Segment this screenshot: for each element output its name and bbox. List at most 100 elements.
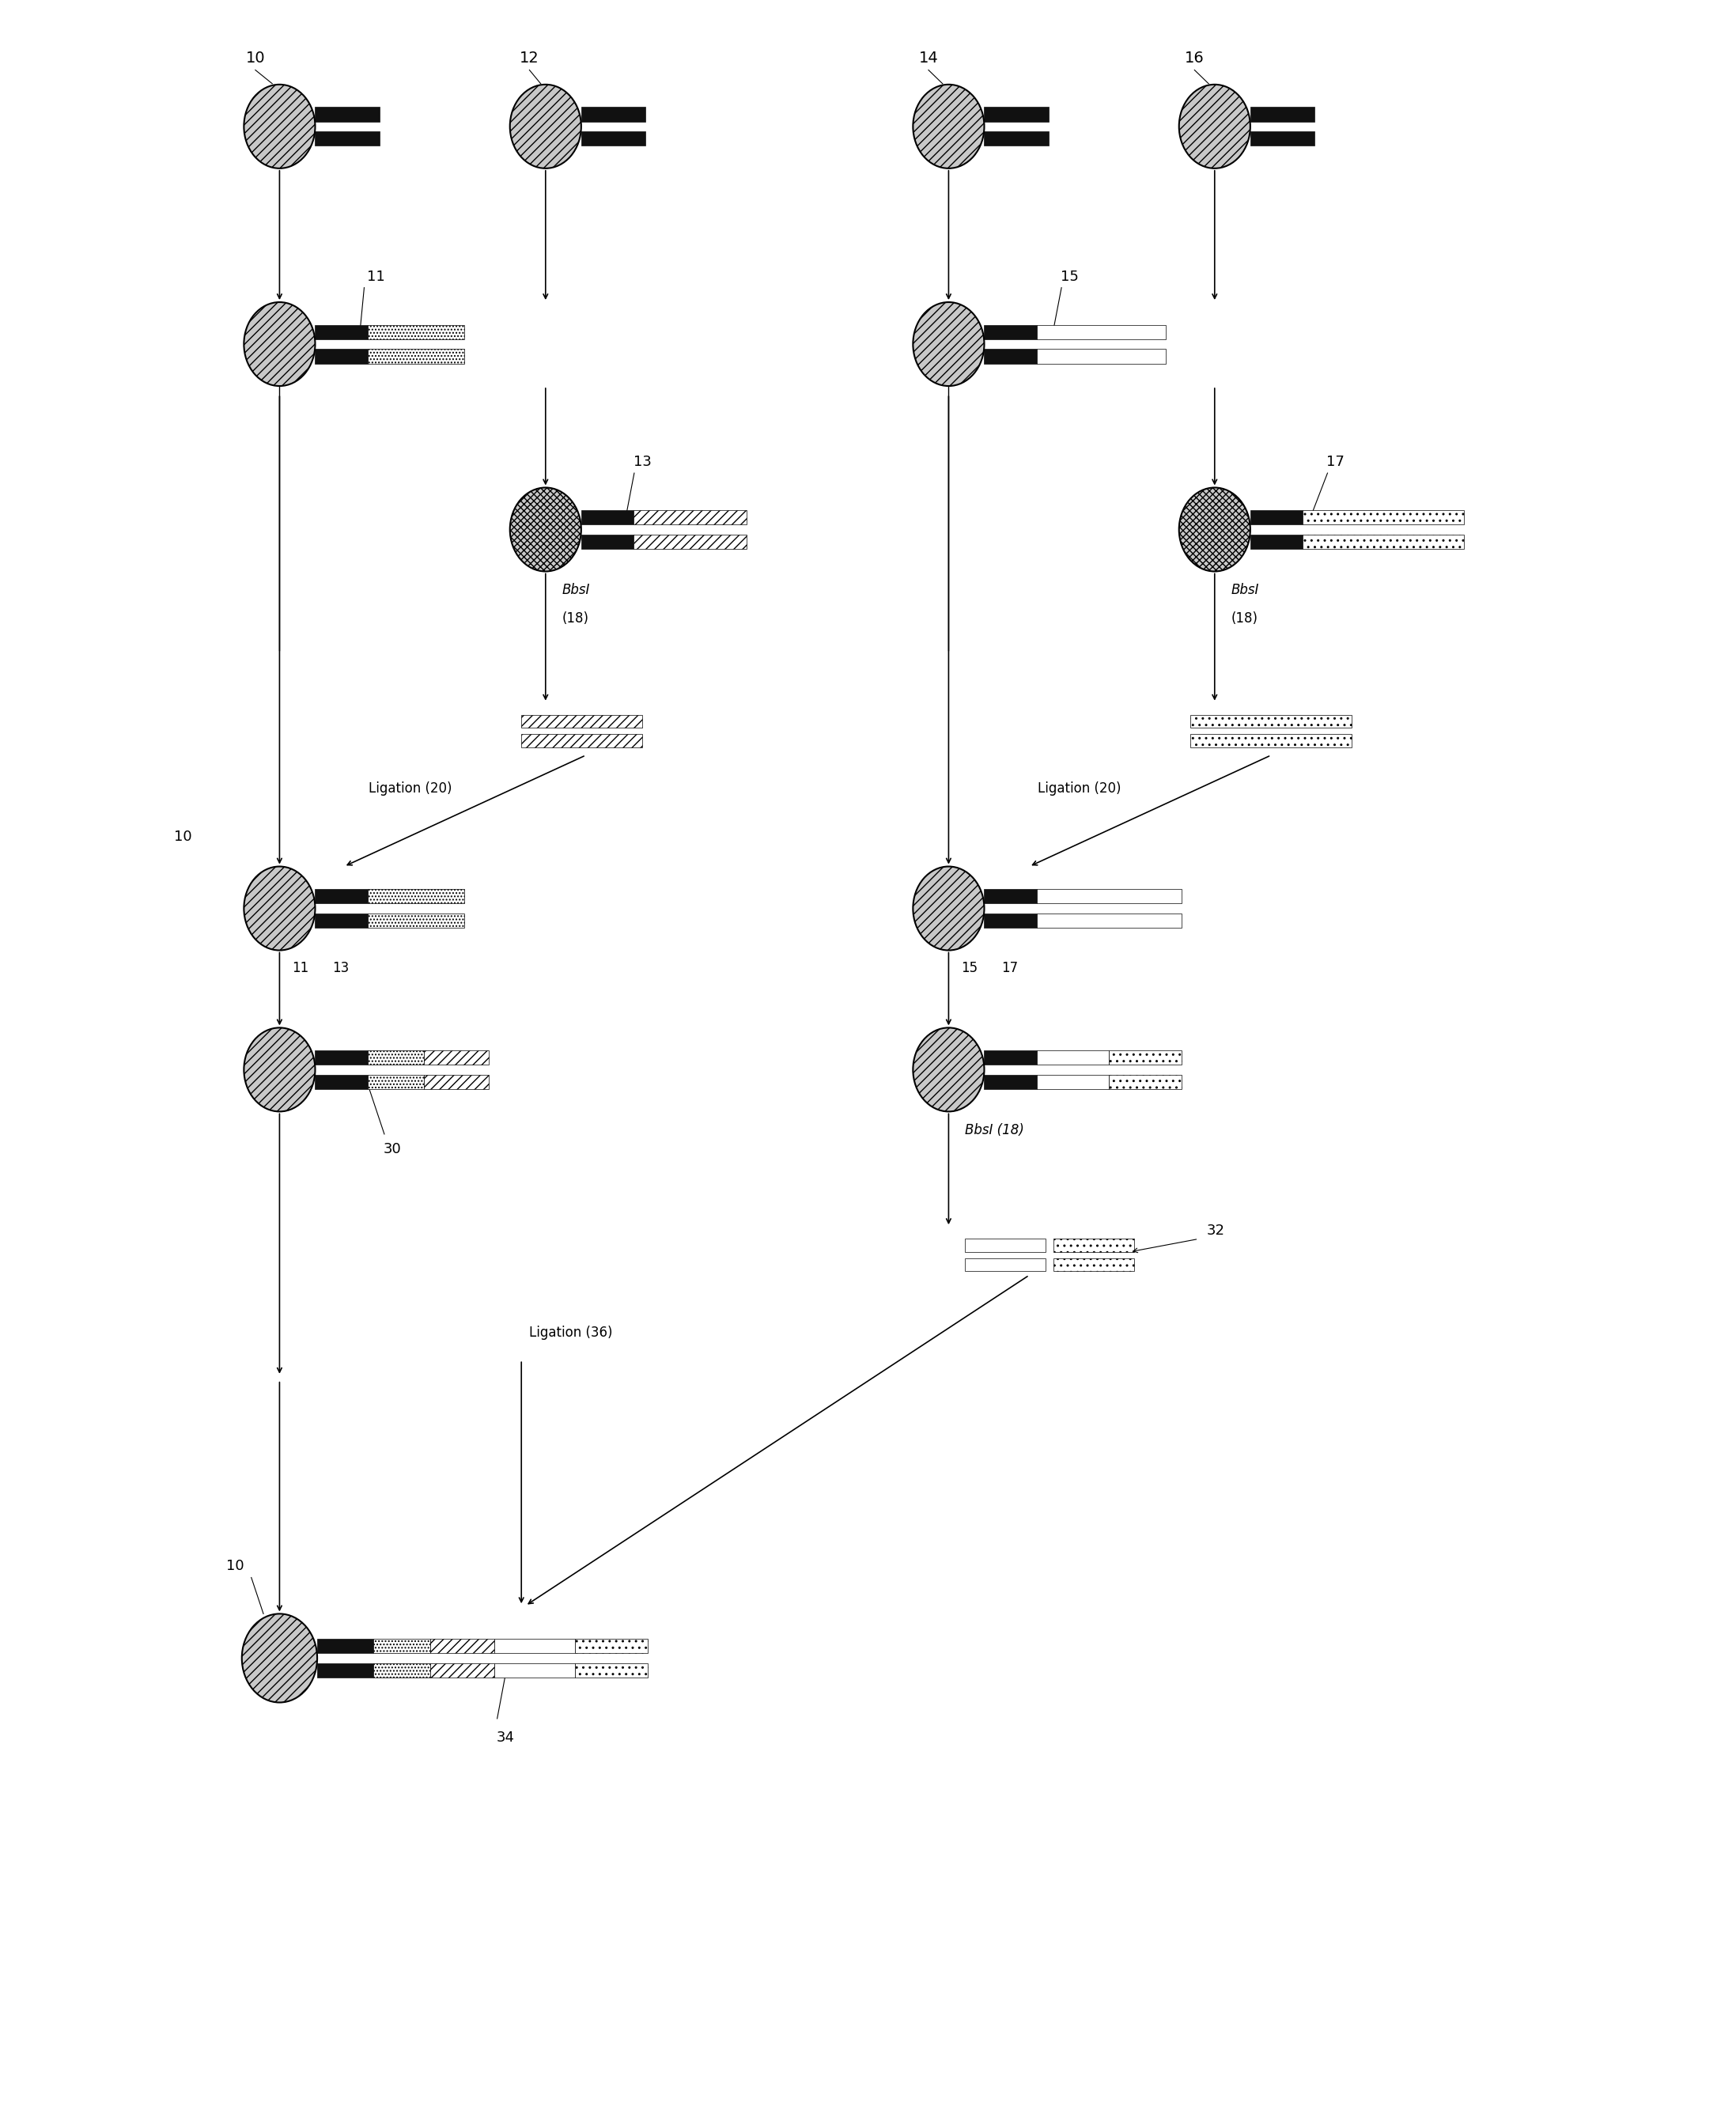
Text: 13: 13 [332, 961, 349, 976]
Ellipse shape [243, 301, 316, 386]
Bar [1191, 733, 1352, 748]
Bar [316, 912, 368, 927]
Text: (18): (18) [1231, 611, 1257, 626]
Bar [373, 1662, 431, 1677]
Ellipse shape [1179, 84, 1250, 169]
Text: 11: 11 [292, 961, 309, 976]
Bar [1036, 324, 1165, 339]
Bar [431, 1662, 495, 1677]
Text: 10: 10 [174, 830, 191, 845]
Text: 10: 10 [245, 51, 266, 65]
Bar [495, 1662, 575, 1677]
Ellipse shape [243, 1028, 316, 1112]
Ellipse shape [913, 301, 984, 386]
Ellipse shape [243, 866, 316, 950]
Bar [316, 107, 380, 122]
Bar [575, 1662, 648, 1677]
Bar [1250, 107, 1314, 122]
Ellipse shape [913, 84, 984, 169]
Text: BbsI: BbsI [1231, 584, 1259, 596]
Text: 32: 32 [1207, 1224, 1226, 1239]
Text: 12: 12 [519, 51, 540, 65]
Bar [424, 1075, 488, 1089]
Bar [1250, 535, 1302, 548]
Bar [316, 1049, 368, 1064]
Text: BbsI: BbsI [562, 584, 590, 596]
Bar [582, 535, 634, 548]
Bar [965, 1258, 1045, 1271]
Text: (18): (18) [562, 611, 589, 626]
Bar [984, 107, 1049, 122]
Ellipse shape [1179, 487, 1250, 571]
Bar [1036, 912, 1182, 927]
Bar [1036, 889, 1182, 904]
Text: 34: 34 [496, 1730, 514, 1745]
Ellipse shape [243, 84, 316, 169]
Bar [424, 1049, 488, 1064]
Bar [582, 131, 646, 145]
Bar [1302, 510, 1463, 525]
Bar [316, 1075, 368, 1089]
Text: 11: 11 [368, 270, 385, 284]
Bar [368, 350, 464, 362]
Bar [1109, 1049, 1182, 1064]
Bar [495, 1639, 575, 1654]
Bar [965, 1239, 1045, 1252]
Ellipse shape [241, 1614, 318, 1702]
Bar [431, 1639, 495, 1654]
Text: 15: 15 [960, 961, 977, 976]
Bar [521, 733, 642, 748]
Bar [1250, 510, 1302, 525]
Text: BbsI (18): BbsI (18) [965, 1123, 1024, 1138]
Ellipse shape [510, 487, 582, 571]
Bar [582, 107, 646, 122]
Bar [368, 1075, 424, 1089]
Text: 16: 16 [1184, 51, 1205, 65]
Bar [1036, 350, 1165, 362]
Bar [634, 510, 746, 525]
Bar [984, 324, 1036, 339]
Bar [582, 510, 634, 525]
Bar [368, 1049, 424, 1064]
Text: 17: 17 [1002, 961, 1017, 976]
Bar [984, 1075, 1036, 1089]
Bar [1250, 131, 1314, 145]
Bar [316, 350, 368, 362]
Bar [368, 889, 464, 904]
Text: 14: 14 [918, 51, 937, 65]
Text: 17: 17 [1326, 455, 1345, 470]
Bar [984, 1049, 1036, 1064]
Ellipse shape [913, 1028, 984, 1112]
Bar [1054, 1258, 1134, 1271]
Bar [316, 889, 368, 904]
Bar [373, 1639, 431, 1654]
Bar [984, 912, 1036, 927]
Bar [318, 1662, 373, 1677]
Bar [984, 131, 1049, 145]
Text: 10: 10 [226, 1559, 245, 1574]
Bar [575, 1639, 648, 1654]
Bar [316, 131, 380, 145]
Text: Ligation (20): Ligation (20) [1038, 782, 1121, 796]
Text: Ligation (20): Ligation (20) [368, 782, 451, 796]
Bar [1302, 535, 1463, 548]
Bar [318, 1639, 373, 1654]
Bar [368, 324, 464, 339]
Bar [1191, 714, 1352, 727]
Bar [368, 912, 464, 927]
Bar [1036, 1075, 1109, 1089]
Text: 13: 13 [634, 455, 651, 470]
Ellipse shape [510, 84, 582, 169]
Bar [316, 324, 368, 339]
Bar [1054, 1239, 1134, 1252]
Bar [634, 535, 746, 548]
Bar [1036, 1049, 1109, 1064]
Bar [1109, 1075, 1182, 1089]
Text: Ligation (36): Ligation (36) [529, 1325, 613, 1340]
Bar [984, 350, 1036, 362]
Bar [521, 714, 642, 727]
Bar [984, 889, 1036, 904]
Text: 30: 30 [384, 1142, 401, 1157]
Text: 15: 15 [1061, 270, 1078, 284]
Ellipse shape [913, 866, 984, 950]
